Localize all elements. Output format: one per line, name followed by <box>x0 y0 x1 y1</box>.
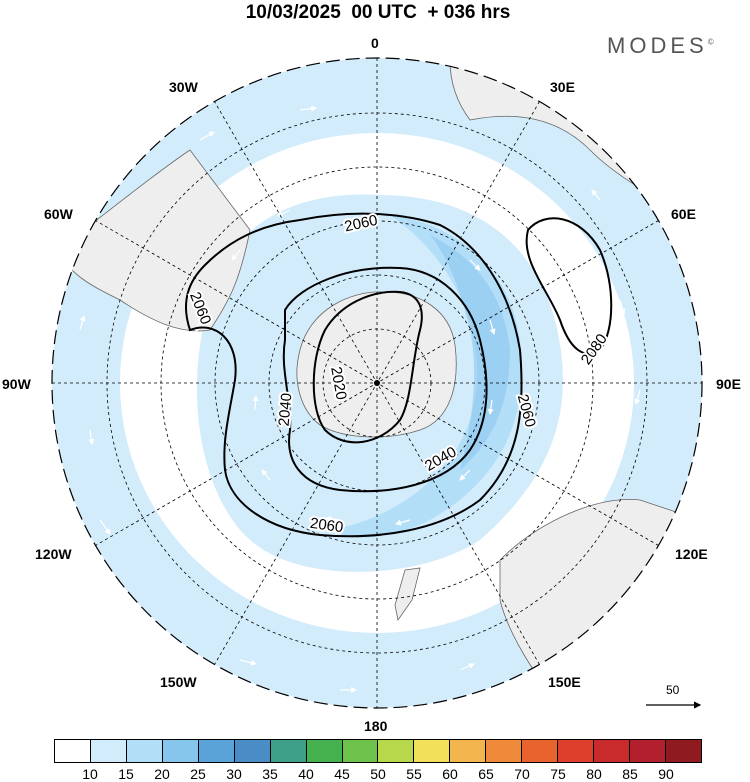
new-zealand <box>394 567 421 621</box>
contour-2060 <box>185 212 523 538</box>
south-america <box>57 149 251 332</box>
lon-label-150w: 150W <box>160 674 197 690</box>
colorbar <box>54 739 702 763</box>
colorbar-tick-label: 60 <box>442 766 458 782</box>
lon-label-150e: 150E <box>548 674 581 690</box>
colorbar-tick-label: 30 <box>226 766 242 782</box>
lon-label-60w: 60W <box>44 206 73 222</box>
colorbar-tick-label: 15 <box>118 766 134 782</box>
colorbar-swatch <box>594 740 630 762</box>
colorbar-swatch <box>558 740 595 762</box>
colorbar-swatch <box>665 740 701 762</box>
lon-label-90e: 90E <box>716 376 741 392</box>
lon-label-120w: 120W <box>35 546 72 562</box>
contour-label: 2040 <box>276 392 296 427</box>
australia <box>499 498 701 708</box>
lon-label-90w: 90W <box>2 376 31 392</box>
colorbar-swatch <box>90 740 127 762</box>
colorbar-tick-label: 90 <box>658 766 674 782</box>
colorbar-swatch <box>306 740 343 762</box>
colorbar-swatch <box>234 740 271 762</box>
south-pole-marker <box>374 380 380 386</box>
contour-2020 <box>312 290 423 444</box>
map-disc-content: 2060 2060 2020 2040 2060 2040 2060 2080 <box>52 58 702 708</box>
lon-label-30e: 30E <box>550 79 575 95</box>
colorbar-swatch <box>342 740 379 762</box>
colorbar-tick-label: 80 <box>586 766 602 782</box>
lon-label-180: 180 <box>364 718 388 734</box>
colorbar-tick-label: 45 <box>334 766 350 782</box>
colorbar-tick-label: 20 <box>154 766 170 782</box>
colorbar-swatch <box>270 740 307 762</box>
contour-label: 2060 <box>309 515 344 536</box>
colorbar-swatch <box>126 740 163 762</box>
colorbar-tick-label: 55 <box>406 766 422 782</box>
colorbar-tick-label: 25 <box>190 766 206 782</box>
copyright-mark: © <box>707 37 714 47</box>
colorbar-swatch <box>450 740 487 762</box>
colorbar-swatch <box>378 740 415 762</box>
colorbar-swatch <box>630 740 666 762</box>
colorbar-swatch <box>486 740 523 762</box>
height-contours <box>185 212 613 538</box>
reference-vector-label: 50 <box>666 683 680 697</box>
lon-label-120e: 120E <box>675 546 708 562</box>
contour-2080 <box>525 217 613 355</box>
colorbar-swatch <box>55 740 91 762</box>
colorbar-tick-label: 65 <box>478 766 494 782</box>
colorbar-swatch <box>198 740 235 762</box>
wind-vectors <box>79 105 641 693</box>
lon-label-30w: 30W <box>169 79 198 95</box>
colorbar-tick-label: 85 <box>622 766 638 782</box>
colorbar-tick-label: 10 <box>82 766 98 782</box>
colorbar-tick-label: 70 <box>514 766 530 782</box>
contour-2040 <box>282 266 488 493</box>
map-title: 10/03/2025 00 UTC + 036 hrs <box>245 2 511 23</box>
brand-name: MODES <box>607 33 708 58</box>
brand-logo: MODES© <box>607 33 714 59</box>
map-boundary <box>51 57 703 709</box>
lon-label-0: 0 <box>371 35 379 51</box>
colorbar-tick-label: 40 <box>298 766 314 782</box>
colorbar-tick-label: 75 <box>550 766 566 782</box>
colorbar-swatch <box>522 740 559 762</box>
colorbar-swatch <box>414 740 451 762</box>
colorbar-tick-label: 50 <box>370 766 386 782</box>
contour-label: 2080 <box>578 331 611 368</box>
lon-label-60e: 60E <box>671 206 696 222</box>
colorbar-tick-label: 35 <box>262 766 278 782</box>
colorbar-swatch <box>162 740 199 762</box>
